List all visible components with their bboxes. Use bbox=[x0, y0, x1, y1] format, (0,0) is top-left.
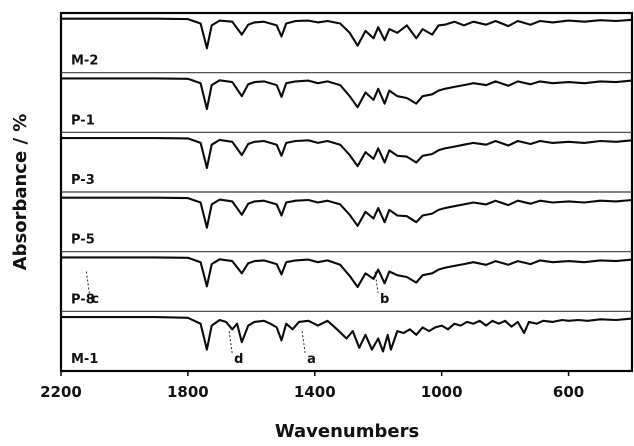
annotation-d: d bbox=[234, 352, 243, 367]
peak-annotations: a b c d bbox=[85, 271, 389, 367]
x-axis-ticks: 2200 1800 1400 1000 600 bbox=[40, 371, 584, 401]
annotation-a: a bbox=[307, 352, 316, 367]
annotation-c: c bbox=[91, 292, 99, 307]
annotation-c-pointer bbox=[85, 271, 90, 294]
series-label-p-3: P-3 bbox=[71, 173, 95, 188]
series-label-m-2: M-2 bbox=[71, 54, 98, 69]
y-axis-title: Absorbance / % bbox=[10, 114, 31, 271]
x-axis-title: Wavenumbers bbox=[275, 421, 419, 442]
x-tick-label-1400: 1400 bbox=[294, 383, 336, 401]
x-tick-label-1000: 1000 bbox=[421, 383, 463, 401]
series-p-3-trace bbox=[59, 137, 634, 170]
series-labels: M-2 P-1 P-3 P-5 P-8 M-1 bbox=[71, 54, 98, 367]
annotation-a-pointer bbox=[301, 331, 306, 353]
annotation-d-pointer bbox=[228, 331, 233, 353]
x-tick-label-2200: 2200 bbox=[40, 383, 82, 401]
series-m-1-trace bbox=[59, 316, 634, 353]
series-m-2-trace bbox=[59, 17, 634, 50]
annotation-b: b bbox=[380, 292, 389, 307]
panel-separators bbox=[61, 72, 632, 312]
series-label-p-8: P-8 bbox=[71, 292, 95, 307]
series-p-8-trace bbox=[59, 256, 634, 289]
series-label-m-1: M-1 bbox=[71, 352, 98, 367]
series-label-p-5: P-5 bbox=[71, 233, 95, 248]
x-tick-label-600: 600 bbox=[553, 383, 584, 401]
series-label-p-1: P-1 bbox=[71, 113, 95, 128]
series-p-1-trace bbox=[59, 77, 634, 111]
spectrum-traces bbox=[59, 17, 634, 353]
x-tick-label-1800: 1800 bbox=[167, 383, 209, 401]
series-p-5-trace bbox=[59, 196, 634, 229]
